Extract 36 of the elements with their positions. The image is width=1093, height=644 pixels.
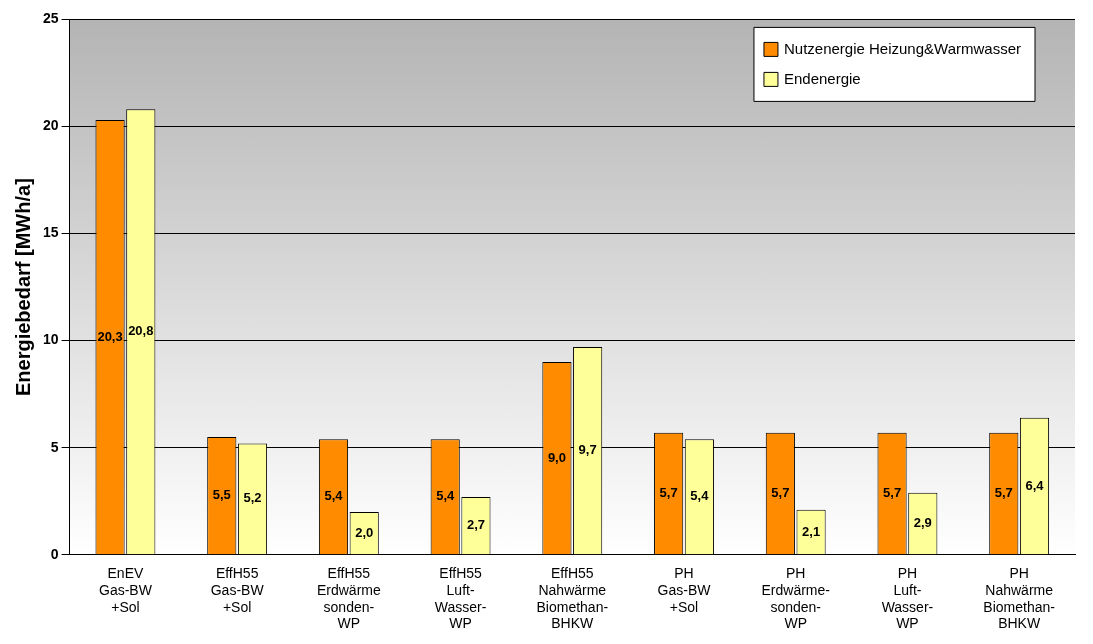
y-tick-label: 0 [50,545,59,562]
y-tick-label: 15 [42,224,59,241]
x-tick-label: EffH55 Erdwärme sonden- WP [316,565,381,632]
y-tick-label: 10 [42,331,59,348]
y-tick-label: 5 [50,438,59,455]
legend-label: Nutzenergie Heizung&Warmwasser [783,39,1022,57]
data-label: 5,4 [324,488,344,504]
x-tick-label: PH Nahwärme Biomethan- BHKW [983,565,1056,632]
data-label: 5,7 [994,485,1013,501]
data-label: 5,7 [771,485,790,501]
data-label: 5,2 [243,490,262,506]
x-tick-label: EffH55 Luft- Wasser- WP [434,565,487,632]
data-label: 9,7 [578,442,597,458]
x-tick-label: EffH55 Nahwärme Biomethan- BHKW [536,565,609,632]
x-tick-label: EffH55 Gas-BW +Sol [210,565,265,615]
data-label: 5,4 [436,488,456,504]
y-tick-label: 20 [42,117,59,134]
data-label: 2,7 [466,517,485,533]
data-label: 5,4 [690,488,710,504]
data-label: 5,5 [212,487,231,503]
data-label: 2,0 [355,524,374,540]
y-axis-title: Energiebedarf [MWh/a] [11,178,34,396]
data-label: 2,9 [913,515,932,531]
data-label: 5,7 [883,485,902,501]
data-label: 20,3 [97,328,123,344]
data-label: 5,7 [659,485,678,501]
data-label: 2,1 [802,523,821,539]
data-label: 20,8 [128,323,154,339]
x-tick-label: PH Luft- Wasser- WP [881,565,934,632]
x-tick-label: EnEV Gas-BW +Sol [98,565,153,615]
legend-label: Endenergie [783,69,861,87]
x-tick-label: PH Gas-BW +Sol [657,565,712,615]
data-label: 6,4 [1025,477,1045,493]
x-tick-label: PH Erdwärme- sonden- WP [761,565,831,632]
y-tick-label: 25 [42,10,59,27]
data-label: 9,0 [547,449,566,465]
